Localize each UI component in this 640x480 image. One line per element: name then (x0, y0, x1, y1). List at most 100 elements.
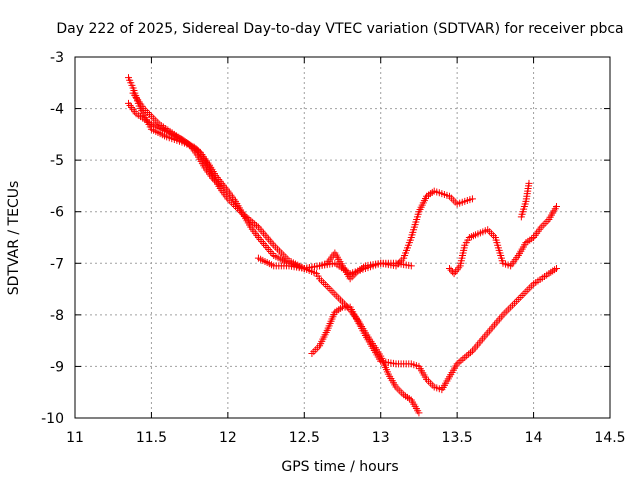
data-point (221, 183, 229, 191)
x-tick-label: 13 (372, 430, 390, 446)
y-tick-label: -8 (50, 308, 64, 324)
data-point (344, 304, 352, 312)
data-point (505, 305, 513, 313)
data-point (426, 379, 434, 387)
data-point (451, 198, 459, 206)
data-point (518, 292, 526, 300)
x-tick-label: 12.5 (289, 430, 320, 446)
data-point (450, 270, 458, 278)
y-tick-label: -5 (50, 153, 64, 169)
data-point (457, 357, 465, 365)
data-point (424, 377, 432, 385)
series-track-3 (129, 89, 224, 190)
series-track-7 (517, 179, 533, 221)
data-point (219, 181, 227, 189)
x-ticks: 11 11.5 12 12.5 13 13.5 14 14.5 (66, 57, 626, 446)
data-point (308, 350, 316, 358)
data-point (509, 301, 517, 309)
data-point (394, 260, 402, 268)
x-tick-label: 14 (525, 430, 543, 446)
data-point (446, 264, 453, 272)
data-point (331, 290, 339, 298)
y-tick-label: -3 (50, 50, 64, 66)
data-point (147, 112, 155, 120)
data-point (463, 352, 471, 360)
data-point (325, 284, 333, 292)
data-point (321, 281, 329, 289)
x-tick-label: 11 (66, 430, 84, 446)
data-point (222, 185, 230, 193)
data-point (398, 389, 406, 397)
data-point (394, 385, 402, 393)
chart-title: Day 222 of 2025, Sidereal Day-to-day VTE… (56, 21, 623, 37)
data-point (274, 245, 282, 253)
data-point (510, 299, 518, 307)
data-point (459, 355, 467, 363)
y-tick-label: -4 (50, 102, 64, 118)
data-point (522, 288, 530, 296)
data-point (455, 358, 463, 366)
data-point (230, 201, 238, 209)
y-axis-label: SDTVAR / TECUs (6, 181, 22, 296)
data-point (272, 243, 280, 251)
data-point (461, 353, 469, 361)
data-point (277, 249, 285, 257)
data-points (125, 74, 560, 417)
data-point (512, 297, 520, 305)
y-tick-label: -9 (50, 359, 64, 375)
data-point (468, 195, 476, 203)
data-point (543, 217, 551, 225)
data-point (146, 110, 154, 118)
data-point (514, 295, 522, 303)
data-point (541, 219, 549, 227)
series-track-4 (254, 187, 476, 278)
data-point (314, 344, 322, 352)
data-point (465, 350, 473, 358)
x-tick-label: 12 (219, 430, 237, 446)
data-point (539, 221, 547, 229)
data-point (516, 293, 524, 301)
data-point (415, 409, 423, 417)
plot-frame (74, 56, 611, 419)
series-track-6 (446, 203, 560, 278)
data-point (526, 284, 534, 292)
data-point (528, 282, 536, 290)
y-tick-label: -6 (50, 205, 64, 221)
y-ticks: -3 -4 -5 -6 -7 -8 -9 -10 (41, 50, 610, 427)
data-point (407, 262, 415, 270)
data-point (488, 230, 496, 238)
data-point (327, 286, 335, 294)
x-axis-label: GPS time / hours (281, 459, 398, 475)
data-point (525, 179, 533, 187)
data-point (503, 307, 511, 315)
data-point (486, 228, 494, 236)
data-point (323, 282, 331, 290)
x-tick-label: 11.5 (136, 430, 167, 446)
data-point (151, 116, 159, 124)
data-point (216, 182, 224, 190)
data-point (447, 266, 455, 274)
data-point (329, 288, 337, 296)
data-point (312, 346, 320, 354)
data-point (317, 277, 325, 285)
data-point (524, 286, 532, 294)
y-tick-label: -10 (41, 411, 64, 427)
series-track-5 (308, 264, 560, 394)
data-point (275, 247, 283, 255)
data-point (319, 279, 327, 287)
data-point (501, 309, 509, 317)
data-point (467, 349, 475, 357)
data-point (553, 203, 560, 211)
x-tick-label: 13.5 (442, 430, 473, 446)
data-point (335, 294, 343, 302)
data-point (340, 300, 348, 308)
data-point (310, 348, 318, 356)
data-point (337, 296, 345, 304)
data-point (333, 292, 341, 300)
data-point (449, 196, 457, 204)
y-tick-label: -7 (50, 256, 64, 272)
data-point (396, 387, 404, 395)
data-point (553, 264, 560, 272)
data-point (520, 290, 528, 298)
